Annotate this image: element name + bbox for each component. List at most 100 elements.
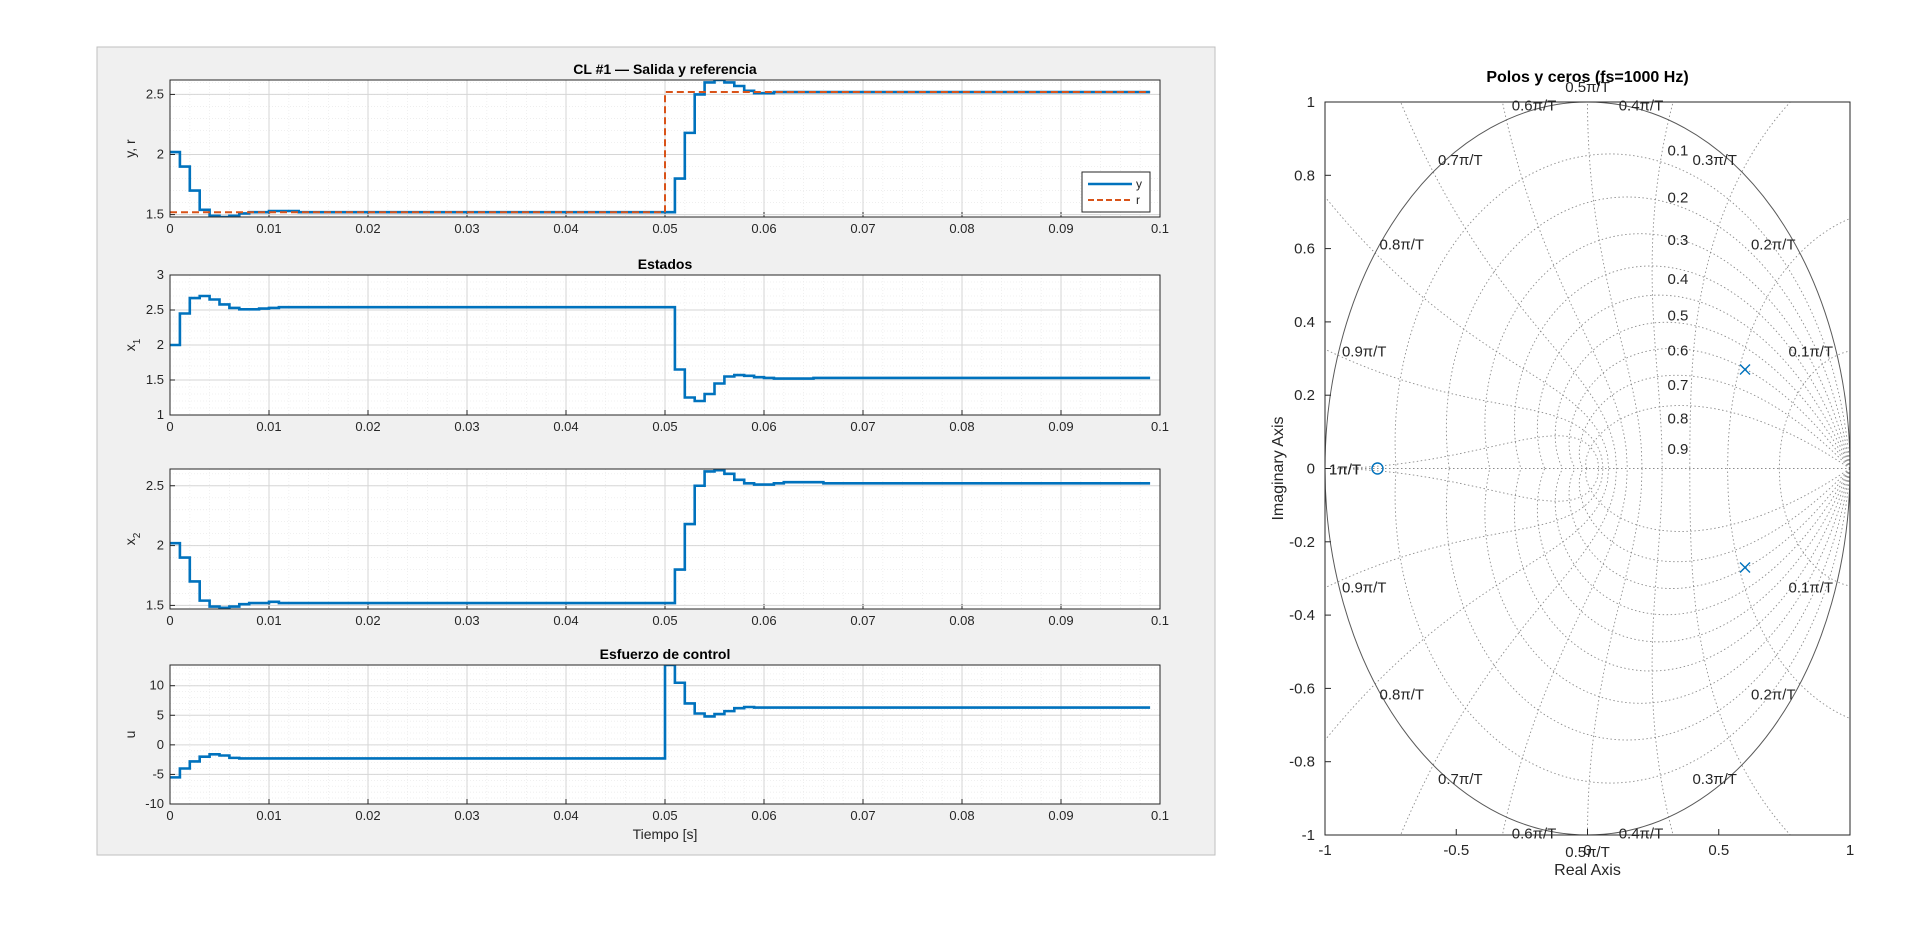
x-tick-label: 0.05 xyxy=(652,613,677,628)
wn-label-upper: 0.4π/T xyxy=(1619,98,1664,115)
x-tick-label: 0.01 xyxy=(256,221,281,236)
x-tick-label: 0.1 xyxy=(1151,419,1169,434)
legend-entry-y: y xyxy=(1136,177,1142,191)
damping-label: 0.9 xyxy=(1668,441,1689,458)
x-tick-label: 0.04 xyxy=(553,808,578,823)
y-tick-label: 2.5 xyxy=(146,478,164,493)
y-axis-label-subscript: 2 xyxy=(132,532,143,538)
x-axis-label: Real Axis xyxy=(1554,862,1621,879)
axes-title: Polos y ceros (fs=1000 Hz) xyxy=(1486,69,1688,86)
y-tick-label: 2 xyxy=(157,538,164,553)
x-tick-label: 0.06 xyxy=(751,419,776,434)
x-tick-label: 0.07 xyxy=(850,808,875,823)
x-axis-label: Tiempo [s] xyxy=(633,826,698,842)
damping-label: 0.1 xyxy=(1668,143,1689,160)
y-tick-label: 0.4 xyxy=(1294,314,1315,331)
x-tick-label: 0.1 xyxy=(1151,613,1169,628)
y-tick-label: -5 xyxy=(152,766,164,781)
wn-label-upper: 0.7π/T xyxy=(1438,152,1483,169)
wn-label-lower: 0.7π/T xyxy=(1438,771,1483,788)
x-tick-label: 0.08 xyxy=(949,419,974,434)
wn-label-lower: 0.4π/T xyxy=(1619,825,1664,842)
y-tick-label: 1.5 xyxy=(146,597,164,612)
y-tick-label: 0.8 xyxy=(1294,167,1315,184)
y-tick-label: 0 xyxy=(1307,461,1315,478)
damping-label: 0.8 xyxy=(1668,410,1689,427)
y-tick-label: 1 xyxy=(157,407,164,422)
x-tick-label: 0 xyxy=(166,613,173,628)
y-tick-label: -0.4 xyxy=(1289,607,1315,624)
x-tick-label: 0.01 xyxy=(256,613,281,628)
y-tick-label: 2 xyxy=(157,147,164,162)
x-tick-label: 0 xyxy=(1583,842,1591,859)
x-tick-label: 0.01 xyxy=(256,419,281,434)
x-tick-label: 0.1 xyxy=(1151,808,1169,823)
x-tick-label: 0.09 xyxy=(1048,613,1073,628)
x-tick-label: 1 xyxy=(1846,842,1854,859)
damping-label: 0.3 xyxy=(1668,232,1689,249)
wn-label-upper: 0.1π/T xyxy=(1789,343,1834,360)
x-tick-label: 0.09 xyxy=(1048,221,1073,236)
y-tick-label: 5 xyxy=(157,707,164,722)
x-tick-label: 0.08 xyxy=(949,808,974,823)
x-tick-label: 0.03 xyxy=(454,808,479,823)
damping-label: 0.4 xyxy=(1668,271,1689,288)
x-tick-label: -0.5 xyxy=(1443,842,1469,859)
axes-x2: 0 0.01 0.02 0.03 0.04 0.05 0.06 0.07 0.08 0.09 0.1… xyxy=(122,469,1169,628)
axes-title: Estados xyxy=(638,256,693,272)
x-tick-label: 0.02 xyxy=(355,613,380,628)
y-axis-label: y, r xyxy=(122,139,138,158)
plot-area xyxy=(1325,102,1850,835)
y-tick-label: -10 xyxy=(145,796,164,811)
x-tick-label: 0.03 xyxy=(454,613,479,628)
wn-label-upper: 0.6π/T xyxy=(1512,98,1557,115)
wn-label-upper: 0.9π/T xyxy=(1342,343,1387,360)
x-tick-label: 0.07 xyxy=(850,221,875,236)
x-tick-label: 0.05 xyxy=(652,419,677,434)
x-tick-label: 0.04 xyxy=(553,221,578,236)
axes-title: Esfuerzo de control xyxy=(600,646,731,662)
y-tick-label: 0.6 xyxy=(1294,241,1315,258)
x-tick-label: 0.06 xyxy=(751,808,776,823)
x-tick-label: 0 xyxy=(166,221,173,236)
x-tick-label: 0.08 xyxy=(949,221,974,236)
wn-label-lower: 0.3π/T xyxy=(1692,771,1737,788)
axes-title: CL #1 — Salida y referencia xyxy=(573,61,757,77)
x-tick-label: 0.08 xyxy=(949,613,974,628)
y-tick-label: 0.2 xyxy=(1294,387,1315,404)
x-tick-label: 0.09 xyxy=(1048,808,1073,823)
y-tick-label: 2.5 xyxy=(146,302,164,317)
y-tick-label: 0 xyxy=(157,737,164,752)
wn-label-lower: 0.6π/T xyxy=(1512,825,1557,842)
x-tick-label: 0.01 xyxy=(256,808,281,823)
wn-label-upper: 0.3π/T xyxy=(1692,152,1737,169)
x-tick-label: -1 xyxy=(1318,842,1331,859)
x-tick-label: 0.09 xyxy=(1048,419,1073,434)
y-tick-label: -1 xyxy=(1302,827,1315,844)
damping-label: 0.6 xyxy=(1668,343,1689,360)
wn-label-lower: 0.9π/T xyxy=(1342,580,1387,597)
x-tick-label: 0.05 xyxy=(652,808,677,823)
y-axis-label: Imaginary Axis xyxy=(1270,416,1287,520)
x-tick-label: 0.02 xyxy=(355,808,380,823)
y-tick-label: 1.5 xyxy=(146,207,164,222)
x-tick-label: 0 xyxy=(166,419,173,434)
x-tick-label: 0.02 xyxy=(355,419,380,434)
x-tick-label: 0.06 xyxy=(751,221,776,236)
x-tick-label: 0.04 xyxy=(553,613,578,628)
y-tick-label: 1.5 xyxy=(146,372,164,387)
wn-label-lower: 0.8π/T xyxy=(1380,686,1425,703)
x-tick-label: 0.05 xyxy=(652,221,677,236)
y-tick-label: 2.5 xyxy=(146,86,164,101)
damping-label: 0.2 xyxy=(1668,190,1689,207)
x-tick-label: 0.06 xyxy=(751,613,776,628)
legend-entry-r: r xyxy=(1136,193,1140,207)
x-tick-label: 0.5 xyxy=(1708,842,1729,859)
x-tick-label: 0.07 xyxy=(850,613,875,628)
y-tick-label: 1 xyxy=(1307,94,1315,111)
y-axis-label: u xyxy=(122,731,138,739)
wn-label-lower: 0.2π/T xyxy=(1751,686,1796,703)
